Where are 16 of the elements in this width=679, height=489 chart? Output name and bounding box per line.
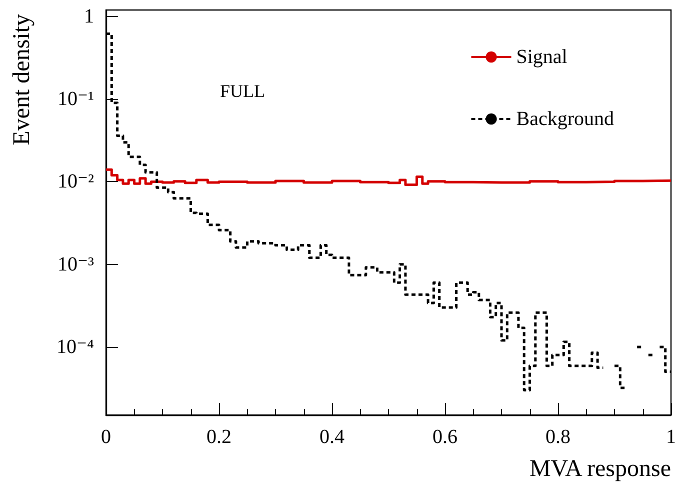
legend-label: Signal (516, 46, 568, 68)
y-tick-label: 1 (84, 6, 94, 28)
x-tick-label: 0.8 (546, 426, 570, 448)
x-tick-label: 1 (666, 426, 676, 448)
x-tick-label: 0.6 (432, 426, 458, 448)
legend-label: Background (516, 108, 614, 130)
y-tick-label: 10⁻⁴ (56, 336, 94, 358)
y-axis-title: Event density (9, 14, 35, 146)
x-tick-label: 0.4 (320, 426, 344, 448)
x-axis-title: MVA response (529, 456, 671, 482)
y-tick-label: 10⁻² (57, 170, 94, 193)
y-tick-label: 10⁻³ (57, 253, 94, 276)
y-tick-label: 10⁻¹ (57, 88, 94, 110)
x-tick-label: 0 (101, 426, 111, 448)
annotation: FULL (220, 81, 265, 101)
x-tick-label: 0.2 (206, 426, 232, 448)
